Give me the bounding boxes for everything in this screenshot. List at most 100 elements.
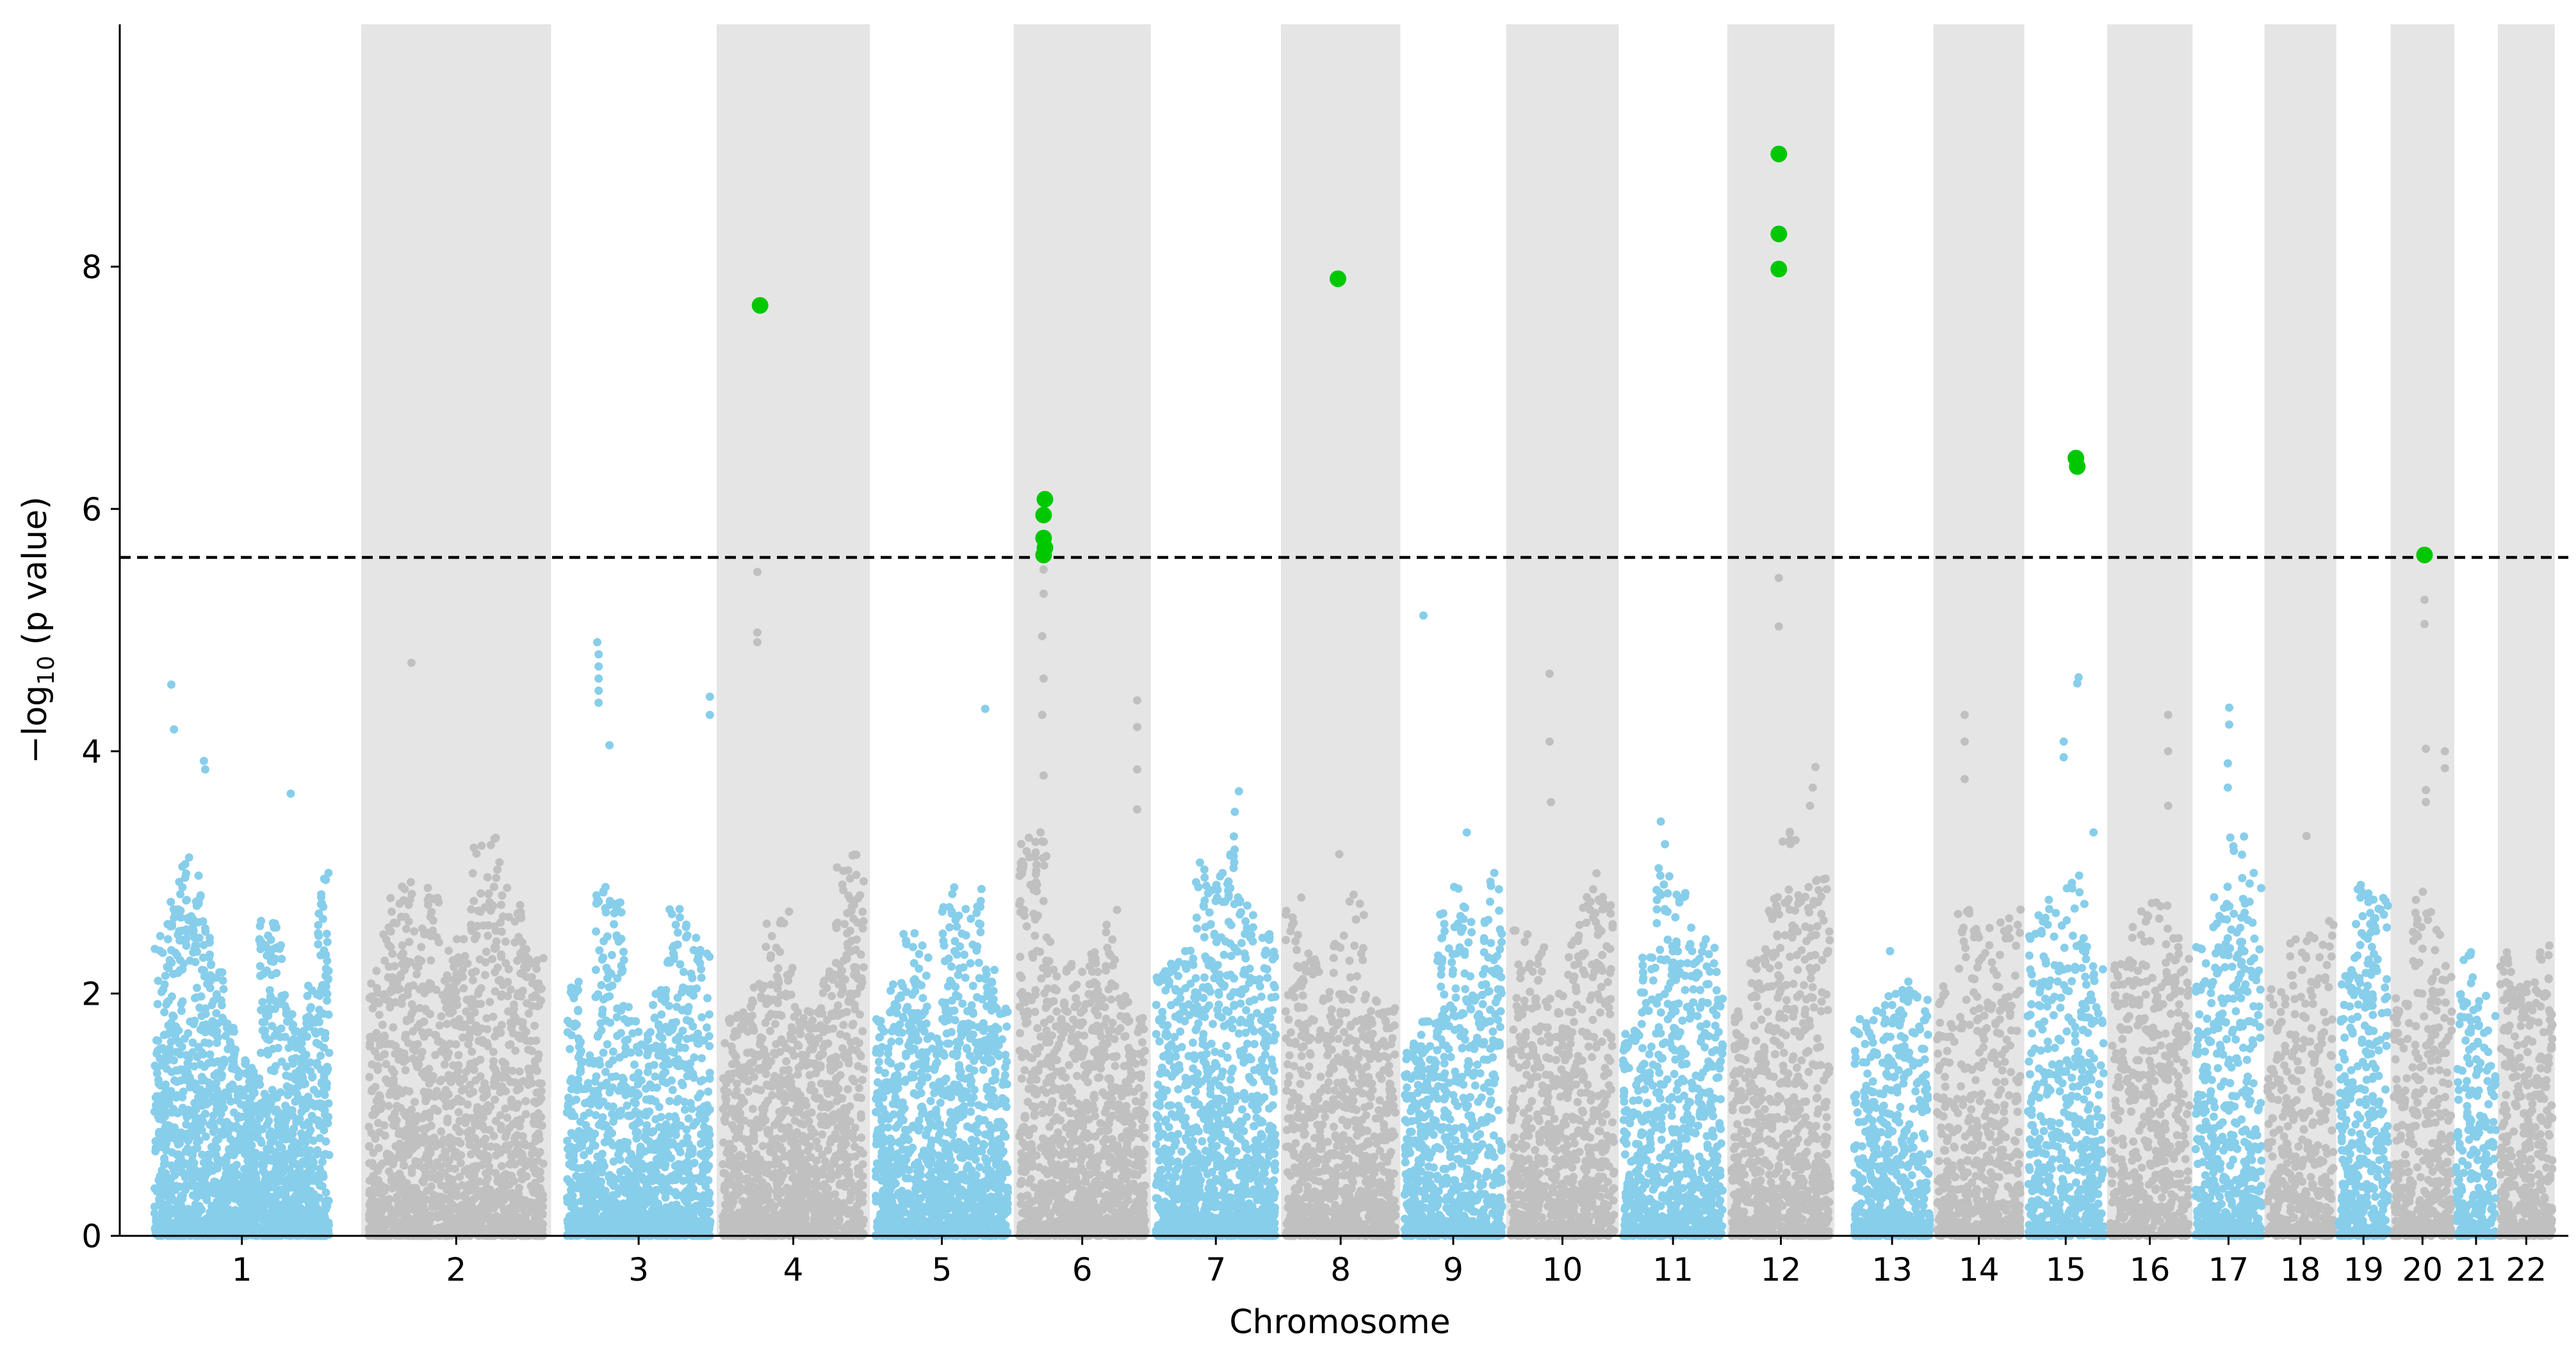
- snp-point-chr1: [304, 1012, 313, 1021]
- snp-point-chr1: [302, 1050, 311, 1059]
- snp-point-chr1: [323, 1064, 332, 1073]
- snp-point-chr1: [221, 1018, 230, 1027]
- snp-point-chr1: [314, 932, 323, 940]
- snp-point-chr2: [384, 1101, 393, 1110]
- snp-point-chr1: [303, 1173, 312, 1182]
- snp-point-chr3: [608, 981, 617, 990]
- snp-point-chr2: [532, 1036, 541, 1045]
- snp-point-chr1: [167, 1174, 175, 1183]
- snp-point-chr1: [282, 1184, 290, 1193]
- snp-point-chr1: [279, 1162, 288, 1171]
- snp-point-chr2: [501, 1087, 510, 1096]
- snp-point-chr2: [529, 1118, 538, 1126]
- snp-point-chr1: [199, 1182, 208, 1191]
- snp-point-chr2: [366, 1032, 375, 1041]
- snp-point-chr2: [409, 981, 418, 990]
- snp-point-chr2: [511, 1046, 520, 1055]
- snp-point-chr2: [370, 1110, 379, 1119]
- snp-point-chr3: [591, 966, 600, 975]
- snp-point-chr3: [599, 1048, 608, 1057]
- snp-point-chr1: [282, 1009, 291, 1018]
- snp-point-chr1: [194, 872, 203, 880]
- snp-point-chr1: [256, 1181, 265, 1190]
- snp-point-chr2: [418, 1048, 427, 1057]
- snp-point-chr1: [302, 1192, 311, 1201]
- snp-point-chr2: [413, 1191, 422, 1200]
- snp-point-chr1: [208, 1208, 217, 1216]
- snp-point-chr1: [208, 1166, 217, 1175]
- snp-point-chr1: [199, 953, 208, 962]
- snp-point-chr1: [190, 1181, 199, 1190]
- snp-point-chr1: [186, 956, 195, 965]
- snp-point-chr2: [373, 1167, 382, 1175]
- snp-point-chr1: [191, 1200, 200, 1209]
- snp-point-chr2: [379, 1038, 388, 1047]
- snp-point-chr2: [371, 1083, 380, 1091]
- snp-point-chr1: [188, 1038, 197, 1047]
- snp-point-chr1: [314, 940, 323, 949]
- snp-point-chr2: [441, 1085, 450, 1094]
- snp-point-chr3: [569, 1149, 577, 1158]
- snp-point-chr1: [256, 1080, 265, 1089]
- snp-point-chr1: [209, 1111, 218, 1120]
- snp-point-chr2: [452, 1137, 461, 1146]
- snp-point-chr2: [384, 996, 393, 1005]
- snp-point-chr3: [575, 1067, 584, 1076]
- snp-point-chr2: [468, 1002, 477, 1011]
- snp-point-chr2: [475, 987, 484, 995]
- snp-point-chr3: [582, 1121, 591, 1130]
- snp-point-chr1: [318, 981, 327, 989]
- snp-point-chr2: [395, 1048, 404, 1056]
- snp-point-chr2: [448, 1175, 457, 1184]
- snp-point-chr2: [390, 962, 399, 971]
- snp-point-chr1: [235, 1126, 244, 1135]
- snp-point-chr2: [373, 1177, 381, 1186]
- snp-point-chr3: [651, 1115, 660, 1124]
- snp-point-chr3: [665, 1185, 674, 1194]
- snp-point-chr2: [533, 1001, 542, 1010]
- snp-point-chr1: [167, 1133, 175, 1142]
- snp-point-chr1: [315, 991, 324, 1000]
- snp-point-chr1: [291, 1097, 300, 1106]
- snp-point-chr1: [266, 936, 275, 944]
- snp-point-chr2: [426, 1010, 434, 1019]
- snp-point-chr3: [608, 1191, 617, 1200]
- snp-point-chr2: [535, 1221, 544, 1229]
- snp-point-chr2: [536, 1190, 545, 1199]
- snp-point-chr1: [245, 1083, 254, 1091]
- snp-point-chr1: [249, 1167, 257, 1176]
- snp-point-chr2: [404, 917, 413, 926]
- snp-point-chr3: [641, 1084, 650, 1093]
- snp-point-chr3: [666, 1222, 675, 1231]
- snp-point-chr2: [495, 858, 504, 867]
- snp-point-chr1: [172, 1093, 181, 1102]
- snp-point-chr3: [595, 1217, 604, 1225]
- snp-point-chr3: [567, 1074, 576, 1083]
- snp-point-chr2: [501, 1212, 510, 1220]
- snp-point-chr2: [516, 1115, 525, 1124]
- snp-point-chr1: [209, 1128, 218, 1137]
- snp-point-chr1: [152, 1092, 161, 1101]
- snp-point-chr2: [386, 927, 395, 936]
- snp-point-chr2: [511, 1196, 520, 1205]
- snp-point-chr3: [655, 1177, 664, 1185]
- snp-point-chr3: [596, 1202, 605, 1211]
- snp-point-chr1: [323, 1221, 332, 1229]
- snp-point-chr1: [303, 1032, 311, 1041]
- snp-point-chr1: [295, 1162, 304, 1171]
- snp-point-chr1: [306, 1058, 314, 1067]
- snp-point-chr2: [382, 1218, 391, 1227]
- snp-point-chr3: [673, 1035, 682, 1044]
- snp-point-chr2: [530, 1098, 539, 1107]
- snp-point-chr1: [306, 1126, 315, 1135]
- snp-point-chr1: [253, 1223, 262, 1232]
- snp-point-chr1: [165, 996, 173, 1005]
- snp-point-chr1: [267, 1097, 276, 1106]
- snp-point-chr2: [430, 1030, 439, 1039]
- snp-point-chr1: [174, 1037, 183, 1046]
- snp-point-chr2: [396, 912, 405, 921]
- snp-point-chr2: [380, 1187, 389, 1196]
- snp-point-chr2: [409, 1223, 418, 1232]
- snp-point-chr1: [205, 1039, 213, 1048]
- snp-point-chr1: [221, 1032, 230, 1041]
